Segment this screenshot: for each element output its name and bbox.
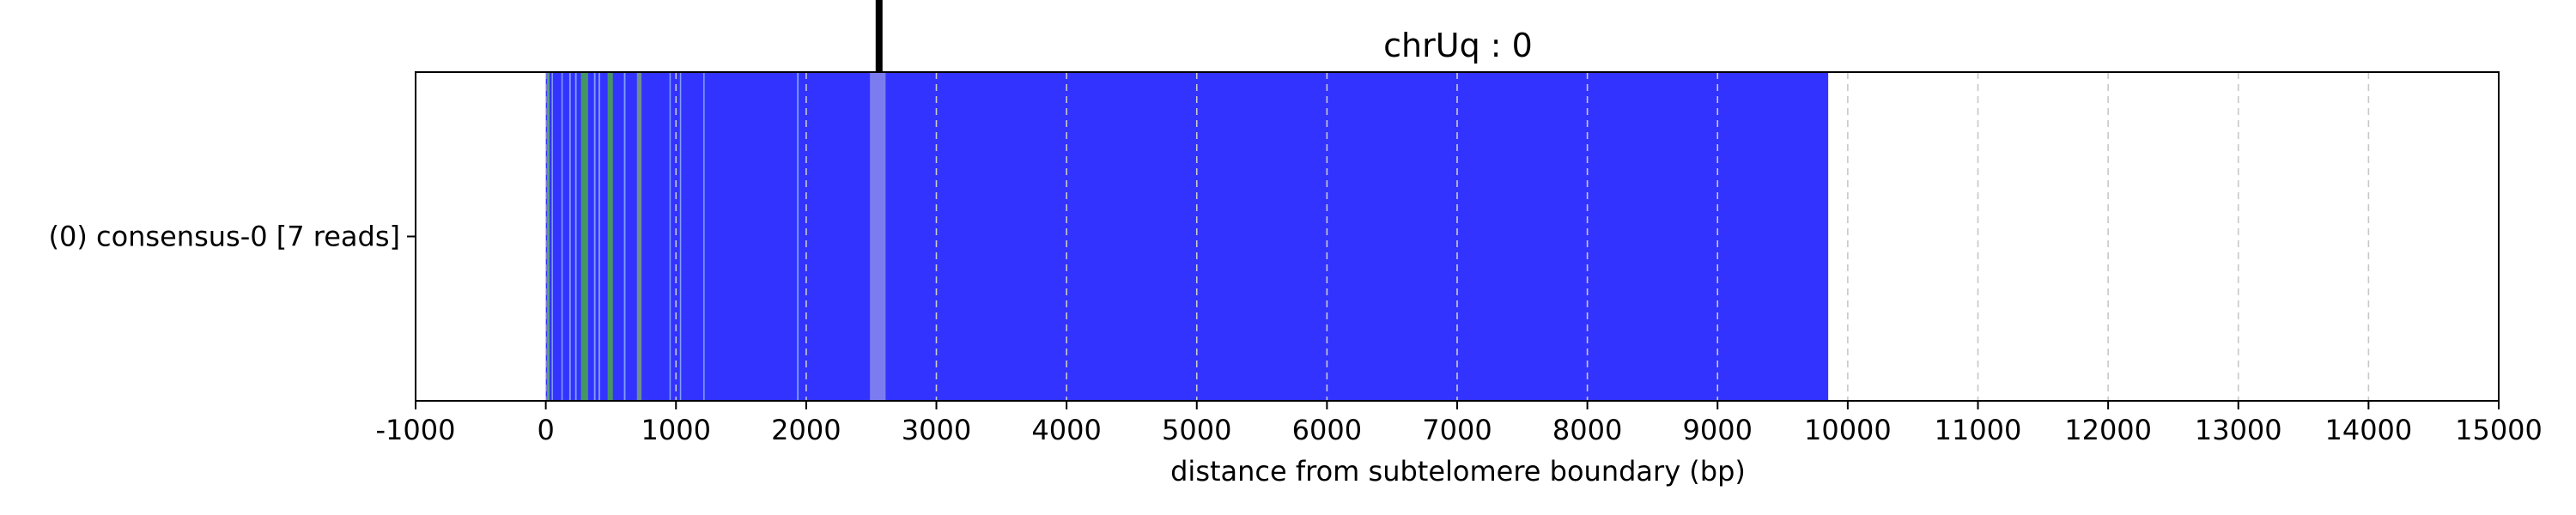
x-tick-label-12: 11000: [1935, 414, 2022, 446]
bar-stripe-2: [561, 72, 563, 401]
bar-stripe-11: [669, 72, 671, 401]
x-tick-label-9: 8000: [1552, 414, 1622, 446]
bar-stripe-1: [551, 72, 553, 401]
x-tick-label-1: 0: [537, 414, 554, 446]
x-tick-label-3: 2000: [771, 414, 841, 446]
x-tick-label-8: 7000: [1422, 414, 1492, 446]
x-tick-label-4: 3000: [902, 414, 971, 446]
plot-area: [415, 0, 2500, 402]
x-tick-label-13: 12000: [2064, 414, 2152, 446]
x-tick-label-15: 14000: [2324, 414, 2412, 446]
x-tick-label-14: 13000: [2195, 414, 2282, 446]
bar-stripe-4: [574, 72, 577, 401]
chart-title: chrUq : 0: [1383, 27, 1533, 64]
x-tick-label-7: 6000: [1292, 414, 1362, 446]
y-category-label-0: (0) consensus-0 [7 reads]: [48, 221, 400, 253]
x-tick-label-16: 15000: [2455, 414, 2543, 446]
bar-stripe-8: [607, 72, 613, 401]
bar-stripe-14: [797, 72, 799, 401]
bar-stripe-12: [679, 72, 682, 401]
bar-stripe-13: [703, 72, 705, 401]
x-tick-label-5: 4000: [1031, 414, 1101, 446]
x-tick-label-2: 1000: [641, 414, 711, 446]
bar-stripe-9: [623, 72, 626, 401]
bar-stripe-6: [593, 72, 596, 401]
bar-stripe-10: [636, 72, 642, 401]
x-tick-label-6: 5000: [1162, 414, 1231, 446]
x-axis-label: distance from subtelomere boundary (bp): [1170, 455, 1746, 488]
x-tick-label-11: 10000: [1804, 414, 1892, 446]
x-tick-label-0: -1000: [376, 414, 456, 446]
bar-stripe-15: [870, 72, 886, 401]
bar-stripe-0: [547, 72, 550, 401]
bar-stripe-5: [580, 72, 588, 401]
x-tick-label-10: 9000: [1683, 414, 1753, 446]
bar-stripe-3: [568, 72, 571, 401]
bar-0: [545, 72, 1829, 401]
bar-stripe-7: [598, 72, 600, 401]
x-axis: -1000 0 1000 2000 3000 4000 5000 6000 7000 8000 90…: [376, 401, 2543, 446]
y-axis: (0) consensus-0 [7 reads]: [48, 221, 416, 253]
